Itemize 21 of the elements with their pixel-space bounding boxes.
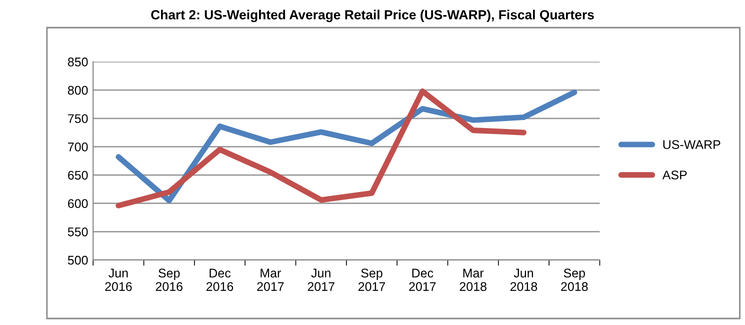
legend-label: ASP xyxy=(662,170,687,180)
x-tick-label: Sep 2017 xyxy=(358,268,386,291)
x-tick-label: Sep 2016 xyxy=(156,268,182,291)
y-tick-label: 850 xyxy=(68,58,88,66)
y-tick-label: 750 xyxy=(68,114,88,124)
y-tick-label: 700 xyxy=(68,142,88,152)
y-tick-label: 800 xyxy=(68,86,88,95)
y-tick-label: 550 xyxy=(68,227,88,236)
x-tick-label: Mar 2017 xyxy=(257,268,284,291)
x-tick-label: Jun 2016 xyxy=(105,268,132,291)
x-tick-label: Sep 2018 xyxy=(561,268,588,291)
x-tick-label: Jun 2018 xyxy=(510,268,538,291)
x-tick-label: Jun 2017 xyxy=(308,268,334,291)
x-tick-label: Dec 2017 xyxy=(409,268,436,291)
x-tick-label: Dec 2016 xyxy=(206,268,234,291)
y-tick-label: 500 xyxy=(68,256,88,265)
x-tick-label: Mar 2018 xyxy=(460,268,486,291)
chart-title: Chart 2: US-Weighted Average Retail Price (US-WARP), Fiscal Quarters xyxy=(151,10,594,22)
legend-label: US-WARP xyxy=(663,140,720,150)
y-tick-label: 600 xyxy=(68,199,88,208)
y-tick-label: 650 xyxy=(68,170,88,180)
